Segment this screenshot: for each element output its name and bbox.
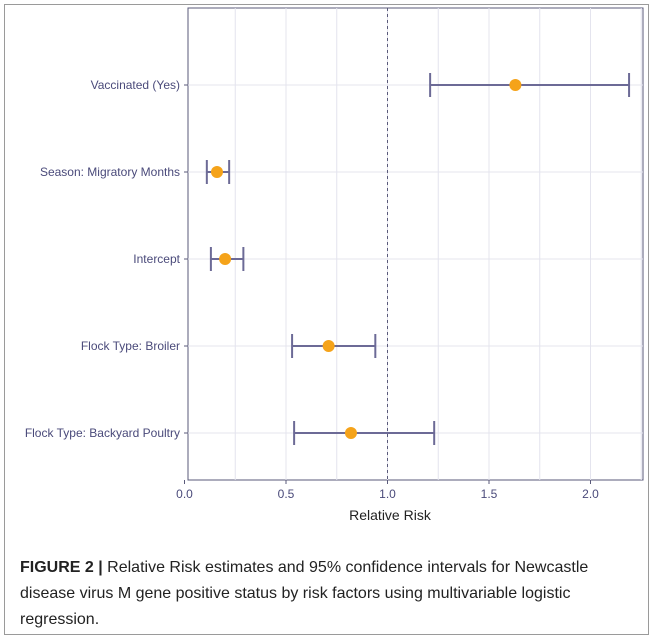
x-tick-label: 2.0 bbox=[582, 487, 599, 501]
estimate-point bbox=[219, 253, 232, 265]
caption-figure-label: FIGURE 2 | bbox=[20, 559, 103, 576]
y-tick-label: Intercept bbox=[133, 252, 180, 266]
estimate-point bbox=[210, 166, 223, 178]
x-tick-label: 1.5 bbox=[481, 487, 498, 501]
x-tick-label: 1.0 bbox=[379, 487, 396, 501]
x-tick-label: 0.0 bbox=[176, 487, 193, 501]
grid-lines bbox=[184, 8, 643, 480]
y-tick-labels: Vaccinated (Yes) Season: Migratory Months… bbox=[25, 78, 181, 440]
estimate-point bbox=[322, 340, 335, 352]
x-tick-labels: 0.0 0.5 1.0 1.5 2.0 bbox=[176, 480, 599, 501]
y-tick-label: Flock Type: Broiler bbox=[81, 339, 180, 353]
y-tick-label: Vaccinated (Yes) bbox=[91, 78, 180, 92]
figure-caption: FIGURE 2 | Relative Risk estimates and 9… bbox=[20, 555, 630, 633]
x-axis-title: Relative Risk bbox=[349, 507, 432, 523]
ci-row bbox=[429, 73, 631, 97]
estimate-points bbox=[210, 79, 522, 439]
x-tick-label: 0.5 bbox=[278, 487, 295, 501]
y-tick-label: Season: Migratory Months bbox=[40, 165, 180, 179]
ci-row bbox=[293, 421, 436, 445]
estimate-point bbox=[509, 79, 522, 91]
caption-text: Relative Risk estimates and 95% confiden… bbox=[20, 559, 589, 628]
y-tick-label: Flock Type: Backyard Poultry bbox=[25, 426, 180, 440]
plot-panel bbox=[187, 7, 644, 481]
estimate-point bbox=[344, 427, 357, 439]
forest-plot: Vaccinated (Yes) Season: Migratory Months… bbox=[25, 7, 644, 523]
